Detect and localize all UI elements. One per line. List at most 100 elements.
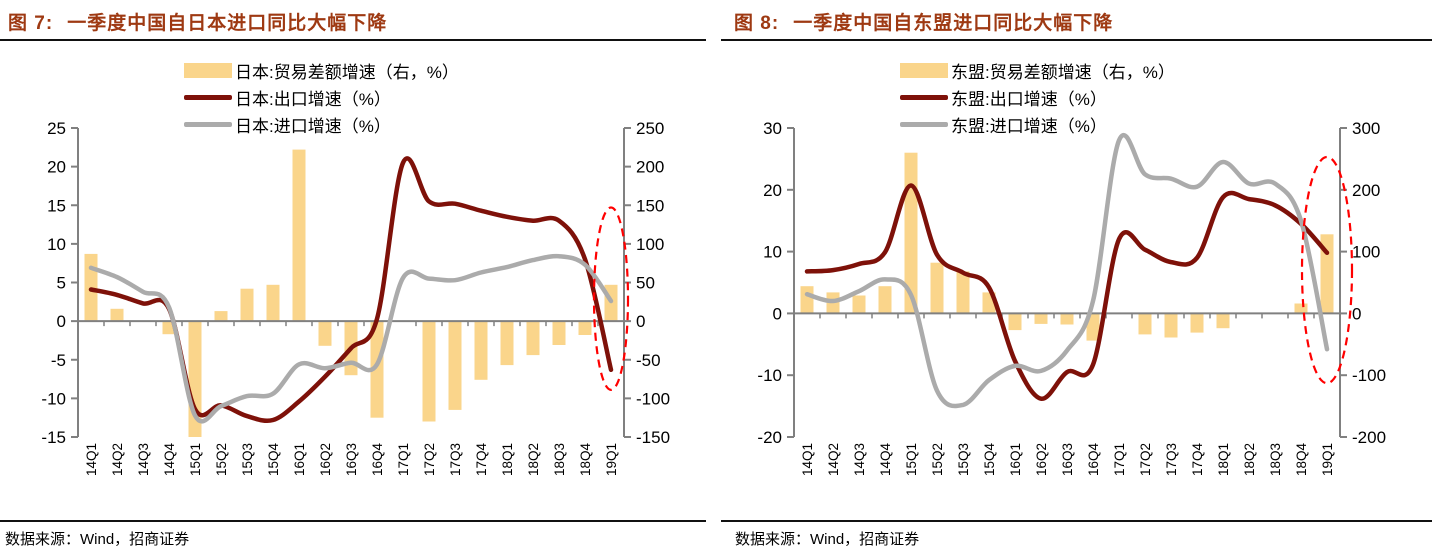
legend-label: 东盟:进口增速（%） <box>951 117 1107 136</box>
svg-text:15Q4: 15Q4 <box>266 443 281 477</box>
svg-text:150: 150 <box>636 196 664 215</box>
svg-text:15: 15 <box>47 196 66 215</box>
svg-text:-20: -20 <box>757 428 782 447</box>
svg-text:14Q3: 14Q3 <box>852 443 867 476</box>
svg-text:200: 200 <box>636 158 664 177</box>
svg-text:15Q1: 15Q1 <box>904 443 919 476</box>
svg-text:18Q1: 18Q1 <box>1216 443 1231 476</box>
svg-text:18Q3: 18Q3 <box>1268 443 1283 476</box>
svg-text:14Q1: 14Q1 <box>84 443 99 476</box>
svg-text:20: 20 <box>763 181 782 200</box>
legend-label: 东盟:出口增速（%） <box>951 90 1107 109</box>
svg-text:16Q4: 16Q4 <box>1086 443 1101 477</box>
figure-8-panel: 图 8: 一季度中国自东盟进口同比大幅下降 东盟:贸易差额增速（右，%） 东盟:出… <box>716 0 1432 558</box>
legend-item-export-growth: 日本:出口增速（%） <box>184 84 459 111</box>
japan-trade-combo-chart: 2520151050-5-10-15250200150100500-50-100… <box>41 119 670 477</box>
svg-text:10: 10 <box>763 243 782 262</box>
legend-label: 日本:进口增速（%） <box>235 117 391 136</box>
svg-text:16Q1: 16Q1 <box>292 443 307 476</box>
svg-text:18Q2: 18Q2 <box>526 443 541 476</box>
svg-text:15Q2: 15Q2 <box>214 443 229 476</box>
svg-text:-150: -150 <box>636 428 670 447</box>
figure-8-number: 图 8: <box>734 13 780 34</box>
svg-text:14Q1: 14Q1 <box>800 443 815 476</box>
svg-text:250: 250 <box>636 119 664 138</box>
svg-text:20: 20 <box>47 158 66 177</box>
svg-text:0: 0 <box>636 312 645 331</box>
svg-text:200: 200 <box>1352 181 1380 200</box>
svg-text:17Q2: 17Q2 <box>1138 443 1153 476</box>
export-line-swatch-icon <box>184 95 232 100</box>
figure-7-legend: 日本:贸易差额增速（右，%） 日本:出口增速（%） 日本:进口增速（%） <box>184 57 459 138</box>
svg-text:19Q1: 19Q1 <box>604 443 619 476</box>
svg-text:0: 0 <box>773 304 782 323</box>
svg-text:18Q4: 18Q4 <box>578 443 593 477</box>
svg-text:50: 50 <box>636 274 655 293</box>
footer-divider <box>0 520 706 522</box>
svg-text:14Q2: 14Q2 <box>826 443 841 476</box>
svg-text:15Q1: 15Q1 <box>188 443 203 476</box>
svg-text:18Q1: 18Q1 <box>500 443 515 476</box>
bar-series-swatch-icon <box>184 63 232 78</box>
legend-label: 东盟:贸易差额增速（右，%） <box>951 63 1175 82</box>
svg-text:0: 0 <box>57 312 66 331</box>
import-line-swatch-icon <box>900 122 948 127</box>
figure-7-title-text: 一季度中国自日本进口同比大幅下降 <box>67 13 388 34</box>
legend-item-export-growth: 东盟:出口增速（%） <box>900 84 1175 111</box>
title-divider <box>0 39 706 41</box>
svg-text:-50: -50 <box>636 351 661 370</box>
svg-text:-5: -5 <box>51 351 66 370</box>
svg-text:-100: -100 <box>1352 366 1386 385</box>
svg-text:300: 300 <box>1352 119 1380 138</box>
svg-text:10: 10 <box>47 235 66 254</box>
figure-7-panel: 图 7: 一季度中国自日本进口同比大幅下降 日本:贸易差额增速（右，%） 日本:出… <box>0 8 706 548</box>
import-line-swatch-icon <box>184 122 232 127</box>
svg-text:16Q1: 16Q1 <box>1008 443 1023 476</box>
svg-text:0: 0 <box>1352 304 1361 323</box>
legend-item-import-growth: 东盟:进口增速（%） <box>900 111 1175 138</box>
figure-8-legend: 东盟:贸易差额增速（右，%） 东盟:出口增速（%） 东盟:进口增速（%） <box>900 57 1175 138</box>
svg-text:100: 100 <box>1352 243 1380 262</box>
export-line-swatch-icon <box>900 95 948 100</box>
svg-text:100: 100 <box>636 235 664 254</box>
svg-text:16Q4: 16Q4 <box>370 443 385 477</box>
figure-7-title: 图 7: 一季度中国自日本进口同比大幅下降 <box>8 8 704 35</box>
figure-7-number: 图 7: <box>8 13 54 34</box>
svg-text:16Q2: 16Q2 <box>1034 443 1049 476</box>
svg-text:15Q3: 15Q3 <box>956 443 971 476</box>
svg-text:17Q4: 17Q4 <box>474 443 489 477</box>
svg-text:-15: -15 <box>41 428 66 447</box>
legend-item-trade-balance: 日本:贸易差额增速（右，%） <box>184 57 459 84</box>
footer-divider <box>721 520 1432 522</box>
svg-text:16Q2: 16Q2 <box>318 443 333 476</box>
svg-text:-10: -10 <box>41 389 66 408</box>
svg-text:17Q4: 17Q4 <box>1190 443 1205 477</box>
svg-text:-10: -10 <box>757 366 782 385</box>
svg-text:15Q4: 15Q4 <box>982 443 997 477</box>
legend-label: 日本:贸易差额增速（右，%） <box>235 63 459 82</box>
svg-text:25: 25 <box>47 119 66 138</box>
figure-8-title: 图 8: 一季度中国自东盟进口同比大幅下降 <box>734 8 1420 35</box>
data-source-note: 数据来源：Wind，招商证券 <box>735 531 920 548</box>
svg-text:14Q3: 14Q3 <box>136 443 151 476</box>
svg-text:14Q4: 14Q4 <box>162 443 177 477</box>
svg-text:18Q4: 18Q4 <box>1294 443 1309 477</box>
svg-text:17Q1: 17Q1 <box>396 443 411 476</box>
svg-text:16Q3: 16Q3 <box>344 443 359 476</box>
svg-text:14Q4: 14Q4 <box>878 443 893 477</box>
svg-text:16Q3: 16Q3 <box>1060 443 1075 476</box>
svg-text:-200: -200 <box>1352 428 1386 447</box>
svg-text:17Q2: 17Q2 <box>422 443 437 476</box>
svg-text:19Q1: 19Q1 <box>1320 443 1335 476</box>
svg-text:30: 30 <box>763 119 782 138</box>
bar-series-swatch-icon <box>900 63 948 78</box>
legend-label: 日本:出口增速（%） <box>235 90 391 109</box>
svg-text:15Q2: 15Q2 <box>930 443 945 476</box>
svg-text:5: 5 <box>57 274 66 293</box>
legend-item-import-growth: 日本:进口增速（%） <box>184 111 459 138</box>
svg-text:17Q3: 17Q3 <box>1164 443 1179 476</box>
data-source-note: 数据来源：Wind，招商证券 <box>5 531 190 548</box>
svg-text:14Q2: 14Q2 <box>110 443 125 476</box>
svg-text:18Q2: 18Q2 <box>1242 443 1257 476</box>
